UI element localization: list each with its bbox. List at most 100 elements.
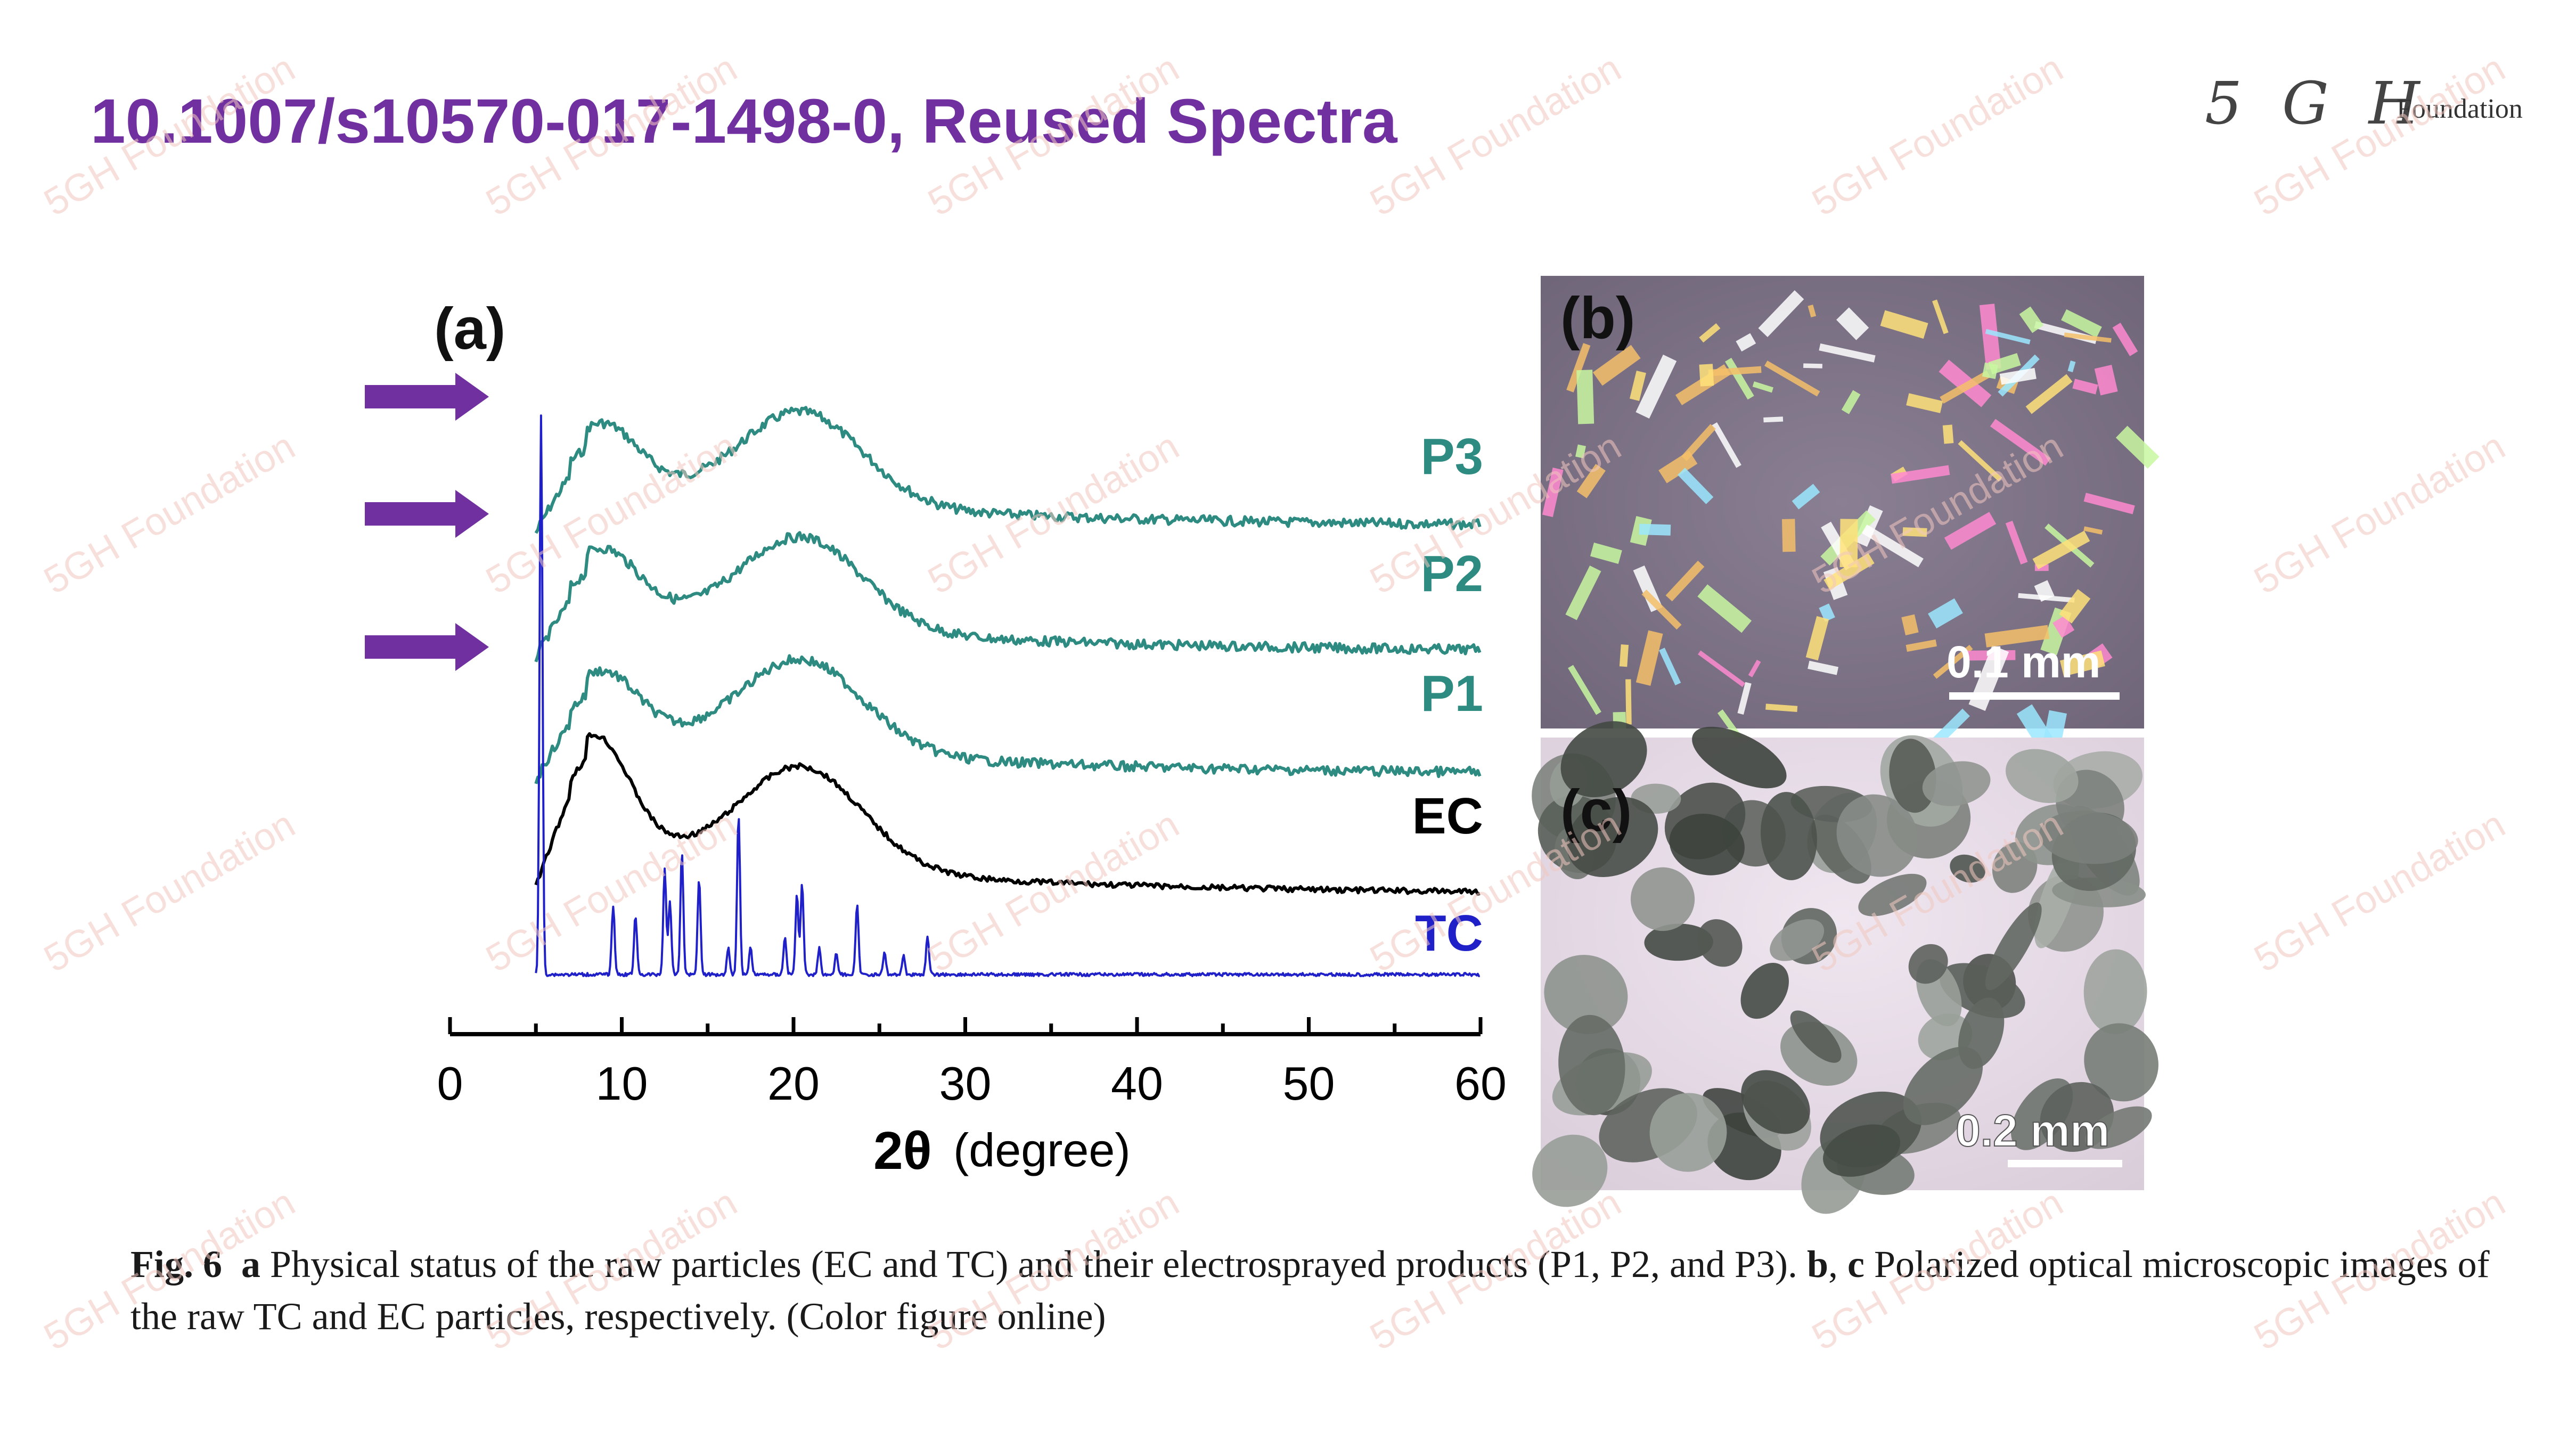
crystal-fragment [1575, 444, 1586, 459]
particle [1741, 1070, 1810, 1134]
series-group [534, 406, 1482, 977]
crystal-fragment [2059, 589, 2091, 624]
crystal-fragment [1823, 553, 1875, 591]
crystal-fragment [1699, 364, 1714, 387]
series-labels: P3 P2 P1 EC TC [1412, 428, 1483, 962]
particle [2084, 1106, 2152, 1149]
crystal-fragment [1641, 590, 1682, 630]
caption-part-a: a [241, 1243, 260, 1286]
crystal-fragment [2064, 332, 2112, 343]
panel-c-scale-bar [2008, 1160, 2122, 1167]
panel-a-xrd-chart: (a) P3 P2 P1 EC TC 0 10 20 30 40 50 60 2θ (degree) [365, 296, 1507, 1181]
crystal-fragment [2115, 425, 2160, 469]
crystal-fragment [1698, 650, 1746, 687]
crystal-fragment [2034, 580, 2055, 602]
caption-sep: , [1828, 1243, 1848, 1286]
crystal-fragment [1619, 644, 1629, 667]
crystal-fragment [1808, 660, 1839, 675]
crystal-fragment [1979, 304, 2001, 370]
crystal-fragment [1763, 416, 1784, 423]
particle [1908, 944, 1948, 984]
crystal-fragment [1748, 659, 1761, 677]
crystal-fragment [1736, 333, 1756, 352]
crystal-fragment [2094, 365, 2118, 396]
crystal-fragment [1901, 614, 1919, 636]
crystal-fragment [1841, 390, 1861, 414]
crystal-fragment [1678, 468, 1714, 504]
crystal-fragment [1891, 465, 1950, 484]
panel-b-scale-bar [1949, 692, 2120, 700]
crystal-fragment [1765, 703, 1798, 713]
x-axis-unit: (degree) [953, 1124, 1131, 1176]
arrow-icon [365, 373, 489, 421]
figure-caption: Fig. 6 a Physical status of the raw part… [130, 1238, 2500, 1342]
series-label-ec: EC [1412, 788, 1483, 845]
crystal-fragment [1906, 393, 1943, 413]
crystal-fragment [2067, 361, 2076, 373]
crystal-fragment [1665, 560, 1705, 602]
x-tick-label: 30 [939, 1057, 992, 1110]
particle [1790, 1010, 1842, 1063]
panel-b-micrograph: (b) 0.1 mm [1541, 276, 2160, 779]
arrows-group [365, 373, 489, 671]
particle [1761, 792, 1817, 880]
x-axis-symbol: 2θ [873, 1121, 932, 1181]
series-label-p2: P2 [1421, 545, 1483, 602]
particle [1985, 902, 2042, 990]
particle [1770, 919, 1825, 961]
crystal-fragment [2032, 530, 2090, 569]
crystal-fragment [1819, 603, 1835, 622]
crystal-fragment [1752, 381, 1774, 393]
particle [1950, 854, 1985, 883]
crystal-fragment [1659, 648, 1681, 685]
particle [2039, 811, 2138, 864]
series-label-p3: P3 [1421, 428, 1483, 485]
series-label-p1: P1 [1421, 665, 1483, 722]
crystal-fragment [1635, 354, 1677, 419]
series-line-tc [535, 414, 1481, 977]
x-tick-label: 0 [437, 1057, 463, 1110]
crystal-fragment [1737, 682, 1752, 715]
arrow-icon [365, 490, 489, 538]
crystal-fragment [1808, 304, 1817, 318]
x-tick-label: 60 [1454, 1057, 1507, 1110]
x-tick-label: 10 [596, 1057, 648, 1110]
logo-text: Foundation [2397, 94, 2523, 124]
series-label-tc: TC [1415, 905, 1483, 962]
crystal-fragment [1576, 370, 1594, 424]
crystal-fragment [1985, 329, 2031, 345]
crystal-fragment [1880, 310, 1928, 339]
crystal-fragment [1803, 363, 1822, 369]
crystal-fragment [1942, 424, 1954, 444]
crystal-fragment [1933, 708, 1970, 746]
particles [1532, 721, 2158, 1214]
particle [1649, 1093, 1727, 1172]
crystal-fragment [1902, 527, 1927, 537]
crystal-fragment [1625, 679, 1632, 725]
crystal-fragment [1984, 625, 2050, 648]
crystal-fragment [1639, 523, 1671, 536]
crystal-fragment [1944, 512, 1997, 550]
series-line-ec [534, 732, 1481, 896]
series-line-p3 [534, 406, 1482, 534]
particle [1697, 919, 1743, 967]
crystal-fragment [1819, 343, 1876, 363]
crystal-fragment [2112, 323, 2138, 356]
particle [1544, 955, 1628, 1034]
crystal-fragment [2061, 309, 2102, 338]
crystal-fragment [1906, 639, 1937, 652]
x-tick-label: 20 [767, 1057, 820, 1110]
crystal-fragment [1781, 519, 1796, 552]
particle [1532, 1134, 1608, 1207]
crystal-fragment [1697, 584, 1752, 633]
crystal-fragment [1988, 353, 2021, 375]
panel-c-scale-label: 0.2 mm [1956, 1106, 2110, 1156]
crystal-fragment [1836, 307, 1869, 340]
crystal-fragment [2005, 520, 2028, 564]
crystal-fragment [1712, 422, 1741, 468]
caption-fig-number: Fig. 6 [130, 1243, 222, 1286]
crystal-fragment [1928, 598, 1963, 629]
crystal-fragments [1542, 290, 2160, 779]
crystal-fragment [1568, 665, 1601, 715]
